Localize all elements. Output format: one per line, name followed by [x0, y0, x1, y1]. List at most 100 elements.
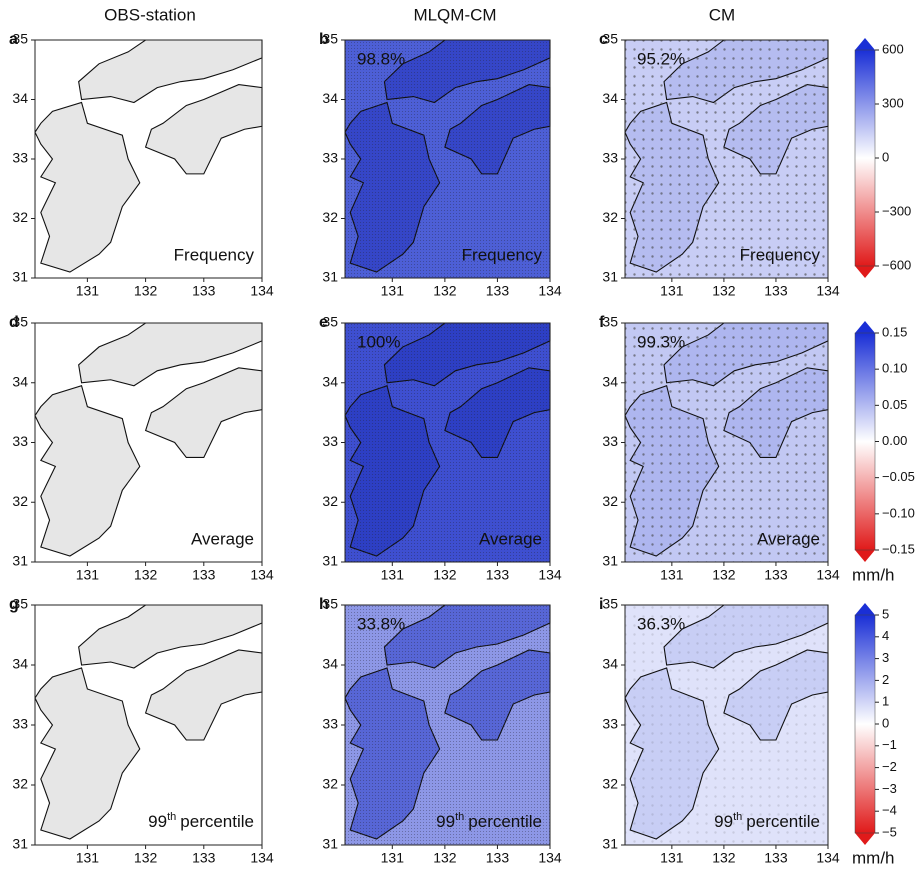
colorbar-tick-label: 3 — [882, 650, 889, 665]
lat-tick-label: 34 — [12, 656, 28, 672]
land — [78, 322, 263, 387]
label-number: 99 — [436, 812, 455, 831]
colorbar-tick-label: 600 — [882, 41, 904, 56]
lat-tick-label: 33 — [322, 716, 338, 732]
lat-tick-label: 34 — [602, 90, 618, 106]
panel-letter: g — [9, 596, 19, 613]
land — [34, 101, 141, 273]
panel-label: 99th percentile — [436, 811, 542, 832]
lat-tick-label: 34 — [602, 656, 618, 672]
lon-tick-label: 132 — [433, 567, 457, 583]
colorbar — [854, 614, 876, 834]
colorbar-unit: mm/h — [852, 848, 895, 866]
colorbar-tick-label: −300 — [882, 203, 911, 218]
map-panel — [344, 604, 551, 846]
colorbar-tick-label: −5 — [882, 824, 897, 839]
map-panel — [34, 604, 263, 846]
label-superscript: th — [167, 811, 176, 823]
column-title: OBS-station — [104, 5, 196, 24]
panel-label: Average — [757, 529, 820, 548]
lat-tick-label: 35 — [12, 596, 28, 612]
lon-tick-label: 134 — [538, 567, 562, 583]
land — [78, 604, 263, 669]
colorbar-tick-label: 300 — [882, 95, 904, 110]
map-panel — [624, 604, 829, 846]
label-number: 99 — [148, 812, 167, 831]
colorbar-tick-label: 5 — [882, 606, 889, 621]
lat-tick-label: 34 — [12, 373, 28, 389]
colorbar-tick-label: 0.15 — [882, 324, 907, 339]
colorbar-tick-label: 2 — [882, 672, 889, 687]
lon-tick-label: 133 — [764, 567, 788, 583]
column-title: CM — [709, 5, 735, 24]
lon-tick-label: 134 — [816, 567, 840, 583]
land — [34, 667, 141, 840]
lat-tick-label: 33 — [12, 433, 28, 449]
lat-tick-label: 31 — [322, 836, 338, 852]
lon-tick-label: 133 — [486, 567, 510, 583]
stipple — [345, 605, 550, 845]
stipple — [345, 40, 550, 278]
colorbar-top-arrow — [855, 603, 875, 615]
lon-tick-label: 131 — [660, 567, 684, 583]
panel-label: Average — [191, 529, 254, 548]
lon-tick-label: 132 — [712, 283, 736, 299]
panel-letter: c — [599, 31, 608, 48]
lat-tick-label: 34 — [602, 373, 618, 389]
lat-tick-label: 31 — [12, 836, 28, 852]
lat-tick-label: 33 — [322, 433, 338, 449]
panel-label: Frequency — [462, 245, 543, 264]
colorbar-unit: mm/h — [852, 565, 895, 584]
lat-tick-label: 31 — [322, 269, 338, 285]
colorbar-tick-label: −1 — [882, 737, 897, 752]
lon-tick-label: 134 — [250, 283, 274, 299]
lon-tick-label: 134 — [816, 283, 840, 299]
panel-letter: a — [9, 31, 18, 48]
colorbar-tick-label: −2 — [882, 759, 897, 774]
lon-tick-label: 131 — [381, 567, 405, 583]
lon-tick-label: 133 — [192, 567, 216, 583]
lon-tick-label: 133 — [764, 850, 788, 866]
lon-tick-label: 132 — [712, 567, 736, 583]
lon-tick-label: 133 — [764, 283, 788, 299]
lon-tick-label: 132 — [134, 567, 158, 583]
lat-tick-label: 32 — [602, 209, 618, 225]
land — [78, 39, 263, 104]
lon-tick-label: 132 — [134, 283, 158, 299]
colorbar-tick-label: 0 — [882, 149, 889, 164]
lat-tick-label: 35 — [602, 596, 618, 612]
colorbar-tick-label: 1 — [882, 694, 889, 709]
label-number: 99 — [714, 812, 733, 831]
map-panel — [34, 322, 263, 563]
lat-tick-label: 35 — [322, 31, 338, 47]
colorbar-tick-label: −600 — [882, 257, 911, 272]
label-rest: percentile — [180, 812, 254, 831]
percent-label: 36.3% — [637, 614, 685, 633]
colorbar-top-arrow — [855, 321, 875, 333]
map-panel — [624, 39, 829, 279]
colorbar-tick-label: 0.00 — [882, 433, 907, 448]
lon-tick-label: 134 — [538, 283, 562, 299]
lon-tick-label: 134 — [816, 850, 840, 866]
panel-label: Average — [479, 529, 542, 548]
colorbar-tick-label: 0.05 — [882, 397, 907, 412]
panel-label: Frequency — [740, 245, 821, 264]
lat-tick-label: 34 — [322, 90, 338, 106]
panel-label: 99th percentile — [148, 811, 254, 832]
stipple — [625, 40, 828, 278]
column-title: MLQM-CM — [413, 5, 496, 24]
map-panel — [624, 322, 829, 563]
lat-tick-label: 35 — [12, 31, 28, 47]
lat-tick-label: 31 — [12, 553, 28, 569]
colorbar-tick-label: 0 — [882, 715, 889, 730]
panel-label: Frequency — [174, 245, 255, 264]
lon-tick-label: 131 — [660, 850, 684, 866]
stipple — [625, 323, 828, 562]
lat-tick-label: 33 — [602, 716, 618, 732]
lat-tick-label: 33 — [602, 433, 618, 449]
lon-tick-label: 131 — [660, 283, 684, 299]
stipple — [625, 605, 828, 845]
lat-tick-label: 35 — [602, 314, 618, 330]
lon-tick-label: 133 — [486, 283, 510, 299]
